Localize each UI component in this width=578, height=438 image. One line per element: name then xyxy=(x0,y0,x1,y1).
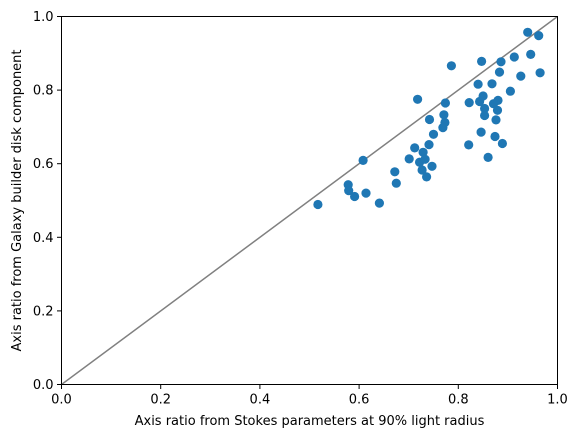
scatter-point xyxy=(480,104,489,113)
scatter-point xyxy=(498,139,507,148)
scatter-point xyxy=(484,153,493,162)
scatter-point xyxy=(441,98,450,107)
scatter-point xyxy=(477,128,486,137)
scatter-point xyxy=(510,52,519,61)
scatter-point xyxy=(490,132,499,141)
reference-line-layer xyxy=(62,17,558,385)
scatter-point xyxy=(429,130,438,139)
y-tick-label: 0.4 xyxy=(33,231,54,246)
scatter-point xyxy=(526,50,535,59)
scatter-point xyxy=(361,189,370,198)
scatter-point xyxy=(493,96,502,105)
scatter-point xyxy=(427,162,436,171)
x-axis-ticks: 0.0 0.2 0.4 0.6 0.8 1.0 xyxy=(51,385,568,408)
x-tick-label: 0.8 xyxy=(448,393,469,408)
y-axis-ticks: 0.0 0.2 0.4 0.6 0.8 1.0 xyxy=(33,10,62,393)
scatter-point xyxy=(479,91,488,100)
scatter-point xyxy=(477,57,486,66)
scatter-point xyxy=(491,115,500,124)
scatter-point xyxy=(464,140,473,149)
x-axis-label: Axis ratio from Stokes parameters at 90%… xyxy=(135,414,485,429)
scatter-point xyxy=(465,98,474,107)
scatter-point xyxy=(523,28,532,37)
scatter-points xyxy=(313,28,544,209)
scatter-point xyxy=(390,167,399,176)
scatter-point xyxy=(447,61,456,70)
y-tick-label: 1.0 xyxy=(33,10,54,25)
scatter-point xyxy=(424,140,433,149)
x-tick-label: 0.6 xyxy=(349,393,370,408)
scatter-point xyxy=(506,87,515,96)
scatter-point xyxy=(536,68,545,77)
scatter-point xyxy=(375,199,384,208)
scatter-point xyxy=(422,172,431,181)
scatter-point xyxy=(534,31,543,40)
scatter-point xyxy=(474,80,483,89)
scatter-point xyxy=(496,57,505,66)
scatter-point xyxy=(440,118,449,127)
scatter-point xyxy=(350,192,359,201)
y-tick-label: 0.2 xyxy=(33,304,54,319)
scatter-point xyxy=(487,79,496,88)
scatter-point xyxy=(493,106,502,115)
scatter-point xyxy=(495,68,504,77)
scatter-point xyxy=(425,115,434,124)
scatter-point xyxy=(392,179,401,188)
y-axis-label: Axis ratio from Galaxy builder disk comp… xyxy=(10,49,25,351)
y-tick-label: 0.6 xyxy=(33,157,54,172)
scatter-point xyxy=(413,95,422,104)
x-tick-label: 0.4 xyxy=(250,393,271,408)
reference-line xyxy=(62,17,558,385)
y-tick-label: 0.0 xyxy=(33,378,54,393)
x-tick-label: 0.0 xyxy=(51,393,72,408)
x-tick-label: 0.2 xyxy=(150,393,171,408)
scatter-point xyxy=(359,156,368,165)
y-tick-label: 0.8 xyxy=(33,84,54,99)
scatter-point xyxy=(405,154,414,163)
scatter-point xyxy=(516,72,525,81)
scatter-point xyxy=(421,155,430,164)
scatter-point xyxy=(313,200,322,209)
scatter-point xyxy=(410,143,419,152)
x-tick-label: 1.0 xyxy=(547,393,568,408)
